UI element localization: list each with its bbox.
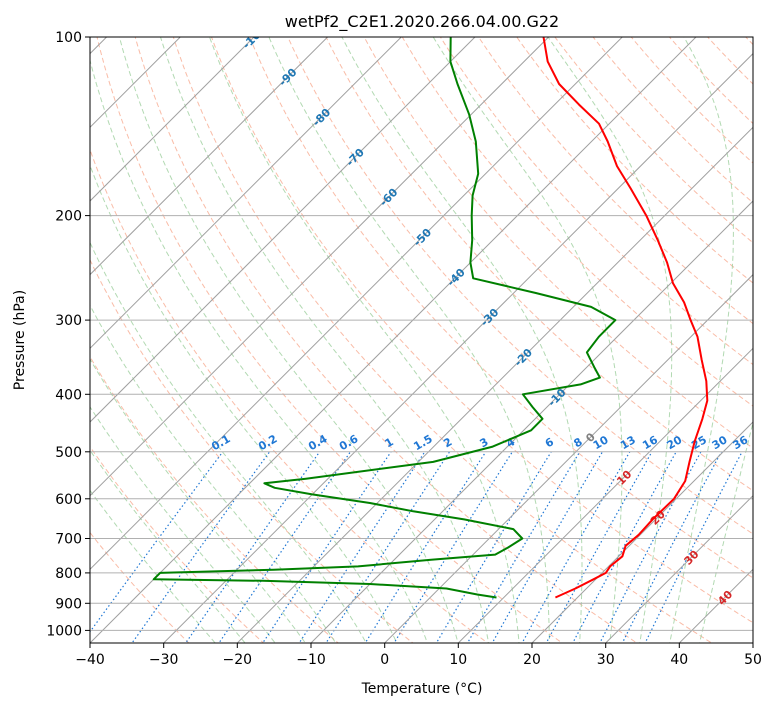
mixing-ratio-line bbox=[572, 451, 677, 643]
x-axis-title: Temperature (°C) bbox=[361, 681, 483, 697]
mixing-ratio-lines bbox=[90, 451, 743, 643]
moist-adiabat-line bbox=[160, 37, 490, 643]
dry-adiabat-line bbox=[172, 37, 713, 643]
dry-adiabat-line bbox=[134, 37, 638, 643]
mixing-ratio-line bbox=[298, 451, 426, 643]
isotherm-line bbox=[236, 126, 753, 643]
x-tick-label: 50 bbox=[744, 652, 762, 668]
dry-adiabat-line bbox=[401, 37, 753, 407]
moist-adiabat-line bbox=[669, 37, 734, 643]
x-axis-ticks: −40 −30 −20 −10 0 10 20 30 40 50 bbox=[75, 643, 762, 668]
dry-adiabat-line bbox=[249, 37, 753, 579]
isotherm-line bbox=[90, 37, 329, 276]
isotherm-line bbox=[90, 37, 403, 350]
isotherm-line bbox=[90, 37, 550, 497]
isotherm-line bbox=[310, 200, 753, 643]
mixing-ratio-line bbox=[644, 451, 743, 643]
isotherm-line bbox=[90, 37, 697, 643]
y-tick-label: 1000 bbox=[46, 623, 82, 639]
y-tick-label: 200 bbox=[55, 209, 82, 225]
isotherm-line bbox=[90, 37, 476, 423]
x-tick-label: 0 bbox=[380, 652, 389, 668]
y-tick-label: 700 bbox=[55, 532, 82, 548]
dry-adiabats bbox=[90, 37, 753, 643]
dry-adiabat-line bbox=[90, 258, 414, 643]
x-tick-label: 10 bbox=[449, 652, 467, 668]
x-tick-label: −10 bbox=[296, 652, 326, 668]
isotherm-line bbox=[162, 52, 753, 643]
mixing-ratio-line bbox=[262, 451, 392, 643]
y-tick-label: 900 bbox=[55, 596, 82, 612]
dry-adiabat-line bbox=[210, 37, 753, 624]
mixing-ratio-line bbox=[466, 451, 581, 643]
mixing-ratio-line bbox=[131, 451, 271, 643]
y-tick-label: 600 bbox=[55, 492, 82, 508]
x-tick-label: −40 bbox=[75, 652, 105, 668]
y-axis-title: Pressure (hPa) bbox=[12, 290, 28, 390]
isotherm-line bbox=[90, 37, 182, 129]
plot-area: 0.1 0.2 0.4 0.6 1 1.5 2 3 4 6 8 10 13 16 20 25 30 36-100-… bbox=[90, 37, 753, 643]
y-tick-label: 500 bbox=[55, 445, 82, 461]
mixing-ratio-line bbox=[325, 451, 451, 643]
moist-adiabat-line bbox=[268, 37, 550, 643]
y-tick-label: 800 bbox=[55, 566, 82, 582]
y-axis-ticks: 100 200 300 400 500 600 700 800 900 1000 bbox=[46, 30, 90, 639]
moist-adiabat-line bbox=[547, 37, 673, 643]
dewpoint-line bbox=[152, 37, 617, 599]
isotherm-line bbox=[90, 37, 624, 571]
isotherms bbox=[90, 37, 753, 643]
dry-adiabat-line bbox=[516, 37, 753, 284]
dry-adiabat-line bbox=[90, 355, 339, 643]
y-tick-label: 300 bbox=[55, 313, 82, 329]
dry-adiabat-line bbox=[439, 37, 753, 366]
dry-adiabat-line bbox=[477, 37, 753, 325]
mixing-ratio-line bbox=[491, 451, 604, 643]
dry-adiabat-line bbox=[554, 37, 753, 244]
dry-adiabat-line bbox=[287, 37, 753, 535]
dry-adiabat-line bbox=[363, 37, 753, 449]
x-tick-label: 40 bbox=[670, 652, 688, 668]
sounding-series bbox=[152, 37, 709, 599]
mixing-ratio-line bbox=[521, 451, 631, 643]
dry-adiabat-line bbox=[592, 37, 753, 204]
chart-title: wetPf2_C2E1.2020.266.04.00.G22 bbox=[285, 12, 559, 32]
plot-frame bbox=[89, 36, 754, 644]
isotherm-line bbox=[531, 421, 753, 643]
temperature-line bbox=[542, 37, 709, 599]
mixing-ratio-line bbox=[218, 451, 351, 643]
isotherm-line bbox=[604, 494, 753, 643]
x-tick-label: 20 bbox=[523, 652, 541, 668]
mixing-ratio-line bbox=[435, 451, 552, 643]
pressure-gridlines bbox=[90, 37, 753, 631]
x-tick-label: −30 bbox=[149, 652, 179, 668]
mixing-ratio-line bbox=[545, 451, 653, 643]
dry-adiabat-line bbox=[90, 148, 489, 643]
y-tick-label: 100 bbox=[55, 30, 82, 46]
moist-adiabat-line bbox=[90, 304, 337, 643]
x-tick-label: −20 bbox=[223, 652, 253, 668]
dry-adiabat-line bbox=[325, 37, 753, 492]
y-tick-label: 400 bbox=[55, 387, 82, 403]
mixing-ratio-line bbox=[185, 451, 321, 643]
isotherm-line bbox=[457, 347, 753, 643]
dry-adiabat-line bbox=[96, 37, 564, 643]
x-tick-label: 30 bbox=[597, 652, 615, 668]
isotherm-line bbox=[90, 37, 255, 202]
